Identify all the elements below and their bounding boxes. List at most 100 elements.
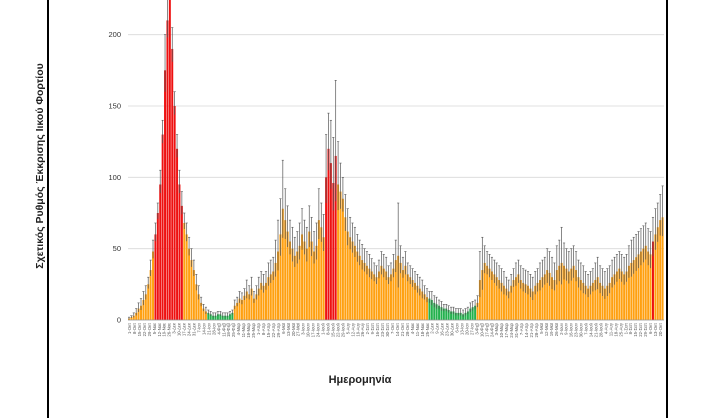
bar	[450, 311, 453, 320]
bar	[159, 184, 162, 320]
x-tick-label: 7-Οκτ	[390, 323, 395, 334]
bar	[397, 255, 400, 320]
x-tick-label: 18-Φεβ	[226, 322, 231, 337]
x-tick-label: 6-Ιαν	[455, 323, 460, 333]
bar	[373, 274, 376, 320]
bar	[140, 305, 142, 320]
x-tick-label: 15-Οκτ	[137, 323, 142, 337]
x-tick-label: 22-Ιουλ	[335, 322, 340, 337]
bar	[471, 307, 474, 320]
x-tick-label: 31-Δεκ	[192, 322, 197, 336]
x-tick-label: 29-Ιουλ	[340, 322, 345, 337]
x-tick-label: 2-Ιουν	[559, 323, 564, 335]
bar	[277, 251, 279, 320]
x-tick-label: 24-Μαρ	[509, 322, 514, 337]
bar	[623, 274, 626, 320]
bar	[529, 288, 532, 320]
x-tick-label: 4-Αυγ	[603, 322, 608, 334]
bar	[498, 280, 501, 320]
bar	[327, 148, 330, 320]
bar	[387, 277, 390, 320]
bar	[579, 280, 582, 320]
bar	[221, 315, 224, 320]
x-tick-label: 29-Σεπ	[643, 323, 648, 337]
bar	[144, 294, 147, 320]
x-tick-label: 7-Ιαν	[196, 323, 201, 333]
bar	[286, 231, 289, 320]
x-tick-label: 20-Ιαν	[464, 323, 469, 335]
x-tick-label: 12-Νοε	[157, 323, 162, 337]
bar	[635, 257, 638, 320]
x-tick-label: 3-Μαρ	[494, 322, 499, 335]
bar	[582, 282, 585, 320]
bar	[154, 234, 157, 320]
bar	[332, 183, 335, 320]
bar	[377, 271, 380, 320]
bar	[269, 274, 272, 320]
x-tick-label: 19-Νοε	[162, 323, 167, 337]
x-tick-label: 25-Αυγ	[618, 322, 623, 336]
bar	[639, 251, 642, 320]
x-tick-label: 6-Μαϊ	[281, 322, 286, 334]
x-tick-label: 11-Φεβ	[221, 322, 226, 336]
x-tick-label: 3-Φεβ	[474, 322, 479, 334]
x-tick-label: 4-Μαρ	[236, 322, 241, 335]
bar	[233, 305, 236, 320]
bar	[656, 227, 659, 320]
x-tick-label: 26-Μαϊ	[554, 322, 559, 336]
bar	[531, 291, 534, 320]
x-tick-label: 18-Μαρ	[246, 322, 251, 337]
bar	[166, 20, 169, 321]
bar	[440, 307, 443, 320]
bar	[469, 308, 472, 320]
x-tick-label: 14-Ιουλ	[589, 322, 594, 337]
bar	[651, 241, 654, 320]
bar	[243, 295, 246, 320]
bar	[587, 288, 590, 320]
x-tick-label: 26-Αυγ	[360, 322, 365, 336]
x-tick-label: 8-Απρ	[261, 322, 266, 335]
bar	[661, 217, 664, 320]
x-tick-label: 1-Σεπ	[623, 323, 628, 334]
bar	[212, 315, 215, 320]
bar	[659, 220, 662, 320]
bar	[423, 294, 426, 320]
bar	[257, 288, 260, 320]
bar	[132, 315, 135, 320]
bar	[358, 255, 361, 320]
figure-frame	[47, 0, 668, 418]
bar	[370, 271, 373, 320]
x-tick-label: 10-Ιουν	[306, 323, 311, 337]
bar	[560, 262, 563, 320]
bar	[430, 300, 433, 320]
x-tick-label: 9-Ιουν	[564, 323, 569, 335]
x-tick-label: 19-Αυγ	[355, 322, 360, 336]
bar	[226, 315, 229, 320]
bar	[389, 274, 392, 320]
bar	[267, 277, 270, 320]
x-tick-label: 11-Μαρ	[241, 322, 246, 337]
bar	[219, 314, 222, 320]
x-tick-label: 11-Νοε	[415, 323, 420, 336]
bar	[171, 48, 174, 321]
x-tick-label: 24-Ιουν	[316, 323, 321, 337]
bar	[553, 280, 556, 320]
bar	[563, 265, 566, 320]
bar	[404, 265, 407, 320]
x-tick-label: 16-Ιουν	[569, 323, 574, 337]
x-tick-label: 10-Μαρ	[499, 322, 504, 337]
bar	[589, 285, 592, 320]
bar	[488, 268, 491, 320]
bar	[382, 268, 385, 320]
bar	[195, 284, 198, 320]
bar	[188, 248, 191, 320]
x-tick-label: 27-Ιαν	[469, 323, 474, 335]
bar	[200, 302, 203, 320]
bar	[507, 291, 510, 320]
bar	[224, 315, 227, 320]
bar	[524, 284, 527, 320]
bar	[481, 270, 484, 320]
bar	[325, 177, 328, 320]
bar	[320, 227, 323, 320]
bar	[442, 308, 445, 320]
